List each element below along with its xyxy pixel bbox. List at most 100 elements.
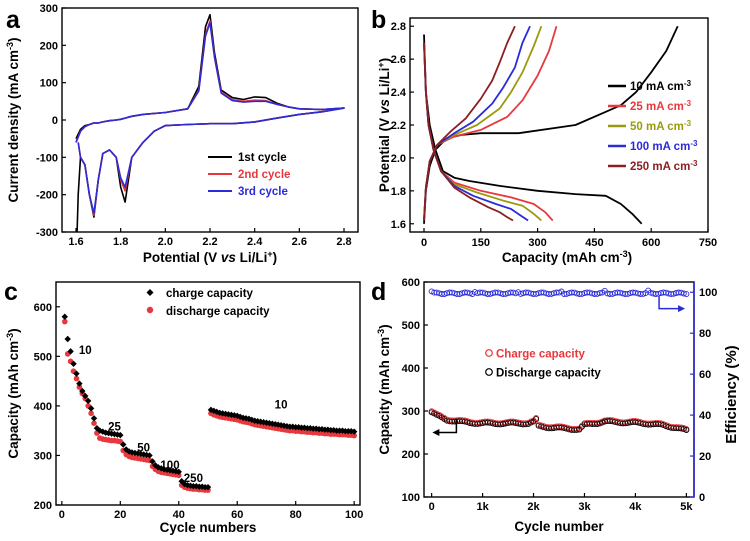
charge-point: [122, 446, 130, 453]
efficiency-arrowhead: [678, 305, 686, 313]
legend-label-b: 250 mA cm-3: [630, 159, 698, 174]
efficiency-point: [456, 291, 463, 297]
y-tick-label-b: 1.6: [391, 219, 406, 231]
efficiency-point: [563, 290, 570, 297]
y-axis-label-b-part: ): [377, 58, 392, 63]
legend-label-d: Charge capacity: [496, 349, 585, 361]
discharge-point: [62, 318, 68, 325]
efficiency-point: [596, 290, 603, 297]
efficiency-point: [683, 291, 690, 298]
y-axis-label-d-part: Capacity (mAh cm: [377, 337, 392, 455]
y-tick-label-a: -300: [36, 227, 58, 239]
legend-label-b: 25 mA cm-3: [630, 99, 692, 114]
x-axis-label-b-part: -3: [620, 249, 628, 259]
y-axis-label-a-part: -3: [5, 42, 15, 50]
charge-point: [204, 483, 212, 491]
y-tick-label-d: 300: [402, 406, 420, 418]
y2-tick-label-d: 100: [699, 287, 717, 299]
x-axis-label-b: Capacity (mAh cm-3): [502, 249, 632, 265]
y-tick-label-a: 100: [40, 78, 58, 90]
x-tick-label-c: 40: [173, 509, 185, 521]
legend-marker-c: [146, 289, 154, 296]
x-tick-label-b: 750: [699, 237, 717, 249]
discharge-point: [91, 420, 97, 427]
discharge-curve-5: [423, 42, 514, 222]
x-axis-label-a-part: Potential (V: [143, 250, 221, 265]
efficiency-point: [433, 289, 440, 296]
legend-label-b-text: 250 mA cm: [630, 161, 690, 173]
charge-point: [82, 392, 89, 400]
efficiency-point: [540, 289, 547, 296]
x-tick-label-a: 2.8: [336, 236, 351, 248]
y-axis-label-a: Current density (mA cm-3): [5, 37, 21, 202]
y2-tick-label-d: 80: [699, 328, 711, 340]
panel-label-d: d: [371, 278, 386, 306]
charge-curve-4: [423, 25, 531, 221]
x-tick-label-d: 5k: [680, 501, 693, 513]
y2-tick-label-d: 0: [699, 492, 705, 504]
charge-point: [84, 397, 92, 405]
x-axis-label-b-part: ): [628, 250, 633, 265]
x-tick-label-d: 1k: [476, 501, 489, 513]
charge-point: [120, 441, 127, 448]
x-axis-label-a: Potential (V vs Li/Li+): [143, 249, 277, 265]
x-tick-label-a: 2.6: [292, 236, 307, 248]
charge-curve-5: [423, 25, 516, 221]
legend-label-b-sup: -3: [690, 159, 698, 168]
y-tick-label-d: 200: [402, 449, 420, 461]
discharge-point: [88, 410, 94, 417]
efficiency-point: [663, 289, 669, 296]
charge-point: [90, 415, 98, 422]
efficiency-point: [680, 290, 687, 297]
legend-label-c: charge capacity: [166, 288, 254, 300]
rate-annotation: 50: [137, 442, 150, 454]
legend-label-b: 100 mA cm-3: [630, 139, 698, 154]
x-tick-label-a: 2.2: [202, 236, 217, 248]
charge-point: [149, 458, 156, 465]
efficiency-point: [441, 291, 448, 297]
discharge-point-d: [683, 427, 690, 433]
discharge-point-d: [433, 411, 440, 418]
x-tick-label-b: 150: [472, 237, 490, 249]
y-tick-label-a: -200: [36, 190, 58, 202]
charge-point: [143, 451, 150, 459]
y-tick-label-a: 200: [40, 40, 58, 52]
efficiency-point: [487, 290, 494, 297]
x-tick-label-b: 600: [642, 237, 660, 249]
x-axis-label-a-part: ): [273, 250, 278, 265]
y-axis-label-a-part: Current density (mA cm: [6, 50, 21, 203]
efficiency-point: [571, 289, 578, 296]
charge-point: [117, 431, 124, 439]
charge-point: [175, 468, 182, 475]
y2-tick-label-d: 60: [699, 369, 711, 381]
panel-a: 1.6 1.8 2.0 2.2 2.4 2.6 2.8 -300 -200 -100 0 100 200…: [5, 3, 359, 265]
efficiency-point: [502, 290, 509, 297]
x-axis-label-b-part: Capacity (mAh cm: [502, 250, 620, 265]
legend-label-a: 2nd cycle: [238, 169, 290, 181]
rate-annotation: 10: [79, 345, 92, 357]
legend-label-b-text: 100 mA cm: [630, 141, 690, 153]
y-tick-label-d: 600: [402, 277, 420, 289]
legend-label-b-sup: -3: [690, 139, 698, 148]
charge-point: [76, 380, 83, 387]
x-tick-label-c: 20: [114, 509, 126, 521]
discharge-curve-1: [423, 34, 643, 225]
charge-point: [61, 313, 68, 320]
panel-label-b: b: [371, 6, 386, 34]
x-axis-label-a-part: +: [267, 249, 272, 259]
efficiency-point: [494, 289, 501, 296]
y-axis-label-a-part: ): [6, 37, 21, 42]
legend-marker-c: [146, 306, 154, 314]
discharge-point-d: [680, 426, 687, 433]
charge-point: [166, 467, 174, 474]
panel-label-c: c: [4, 278, 18, 306]
x-tick-label-b: 300: [528, 237, 546, 249]
y-tick-label-b: 1.8: [391, 186, 406, 198]
y-tick-label-c: 500: [34, 351, 52, 363]
charge-point: [146, 452, 153, 459]
legend-label-b-text: 50 mA cm: [630, 121, 684, 133]
plot-frame-d: [423, 281, 695, 498]
efficiency-point: [609, 290, 616, 297]
y-axis-label-c: Capacity (mAh cm-3): [5, 328, 21, 458]
y-tick-label-b: 2.8: [391, 21, 406, 33]
